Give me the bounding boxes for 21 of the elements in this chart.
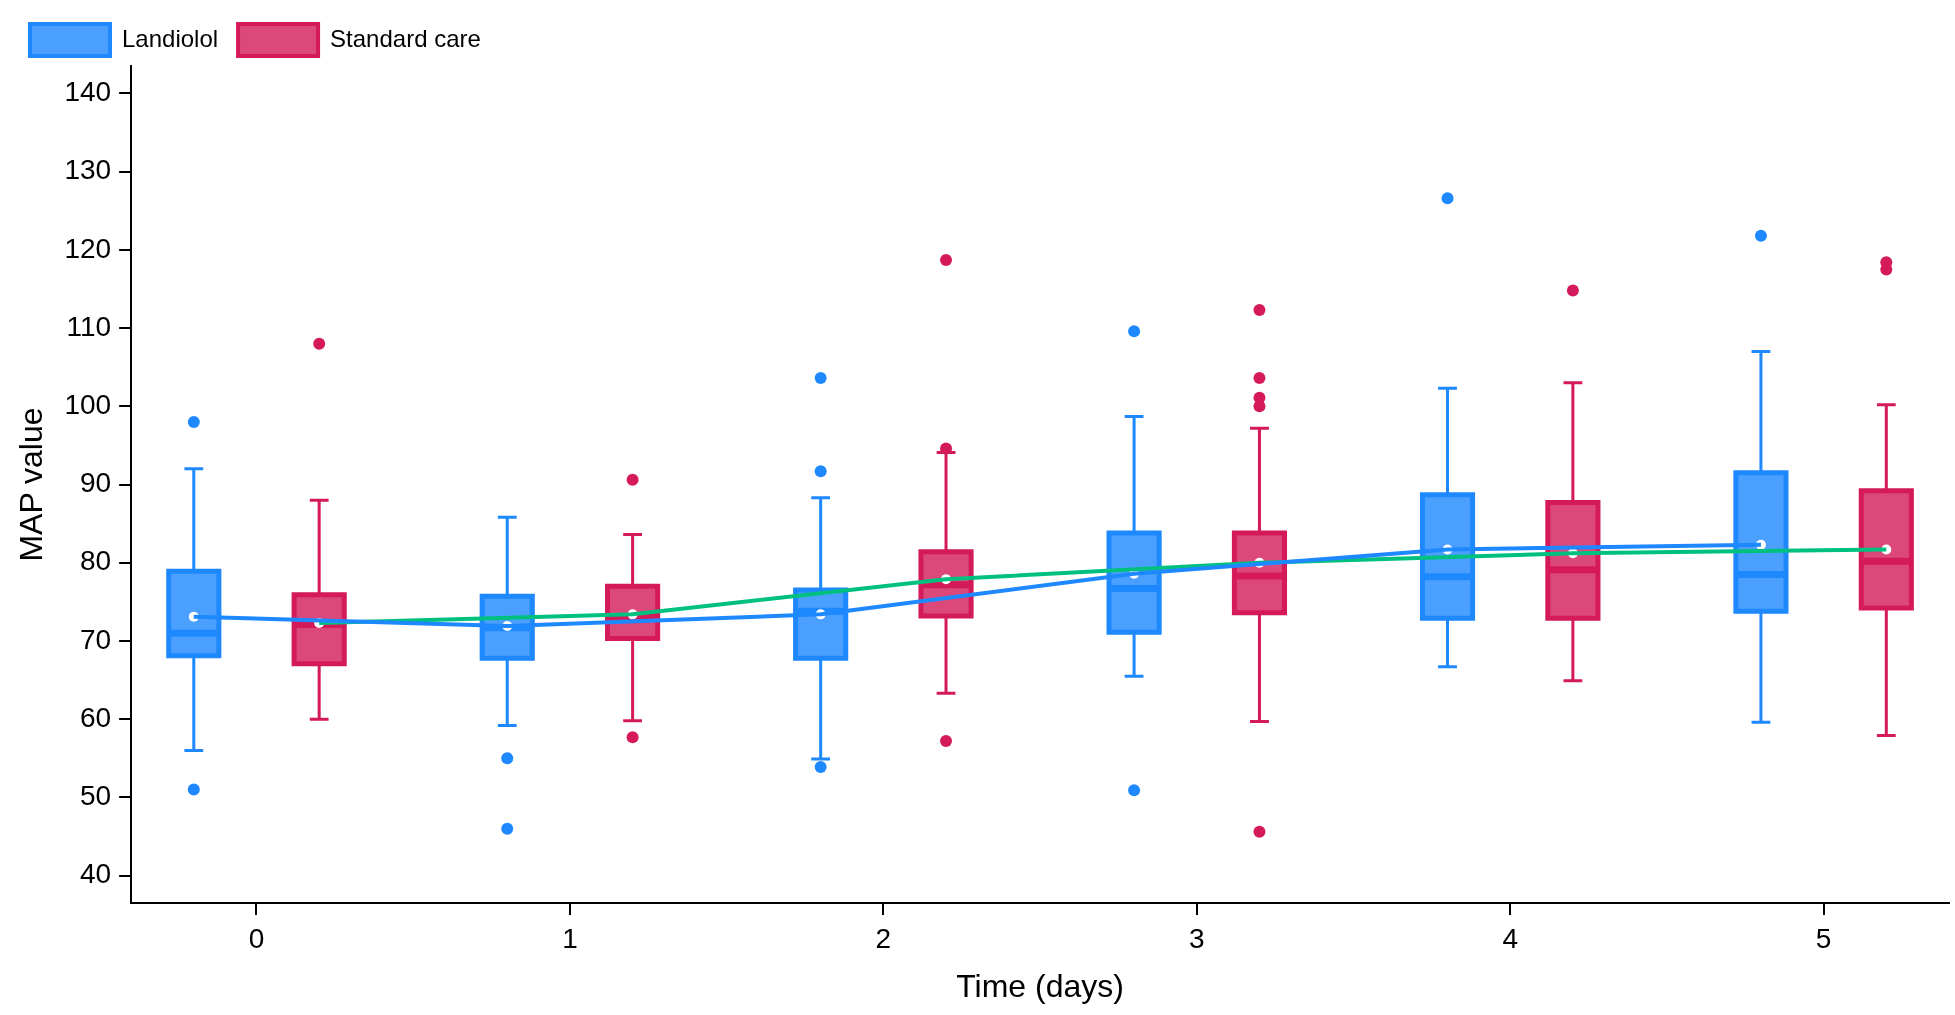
x-tick-label: 2 (875, 922, 892, 954)
x-tick-label: 0 (248, 922, 265, 954)
x-tick-label: 3 (1188, 922, 1205, 954)
y-tick-label: 80 (79, 545, 112, 577)
y-tick-label: 100 (64, 388, 112, 420)
y-tick-label: 70 (79, 623, 112, 655)
y-tick-label: 110 (66, 310, 112, 342)
x-tick-label: 1 (562, 922, 578, 954)
y-axis-title: MAP value (13, 407, 50, 562)
legend-label: Landiolol (122, 24, 219, 52)
x-tick-label: 5 (1815, 922, 1832, 954)
y-tick-label: 140 (64, 76, 112, 108)
y-tick-label: 90 (79, 467, 112, 499)
x-axis-title: Time (days) (956, 967, 1124, 1004)
y-tick-label: 50 (79, 780, 112, 812)
y-tick-label: 120 (64, 232, 112, 264)
x-tick-label: 4 (1502, 922, 1518, 954)
legend-label: Standard care (330, 24, 481, 52)
y-tick-label: 130 (64, 154, 112, 186)
y-tick-label: 40 (79, 858, 112, 890)
y-tick-label: 60 (79, 701, 112, 733)
